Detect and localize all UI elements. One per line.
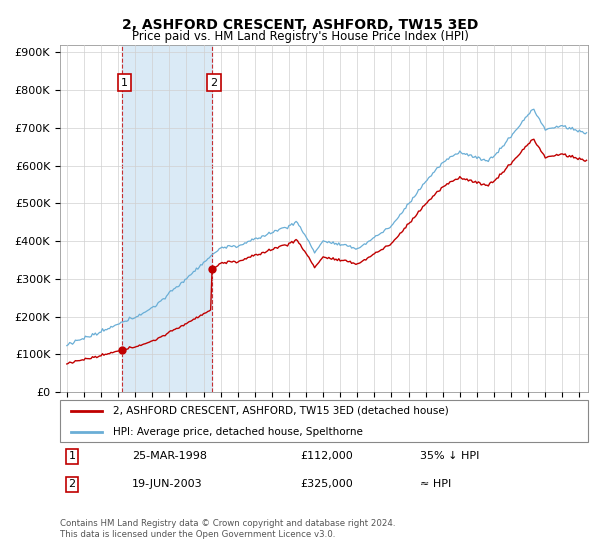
Text: 2, ASHFORD CRESCENT, ASHFORD, TW15 3ED: 2, ASHFORD CRESCENT, ASHFORD, TW15 3ED (122, 18, 478, 32)
Text: 35% ↓ HPI: 35% ↓ HPI (420, 451, 479, 461)
Text: 1: 1 (121, 77, 128, 87)
Text: 2: 2 (211, 77, 218, 87)
Text: HPI: Average price, detached house, Spelthorne: HPI: Average price, detached house, Spel… (113, 427, 362, 437)
Text: Price paid vs. HM Land Registry's House Price Index (HPI): Price paid vs. HM Land Registry's House … (131, 30, 469, 43)
Bar (122, 45, 212, 392)
Text: 25-MAR-1998: 25-MAR-1998 (132, 451, 207, 461)
Text: 2: 2 (68, 479, 76, 489)
Text: Contains HM Land Registry data © Crown copyright and database right 2024.
This d: Contains HM Land Registry data © Crown c… (60, 520, 395, 539)
Text: 19-JUN-2003: 19-JUN-2003 (132, 479, 203, 489)
Text: £325,000: £325,000 (300, 479, 353, 489)
Text: 2, ASHFORD CRESCENT, ASHFORD, TW15 3ED (detached house): 2, ASHFORD CRESCENT, ASHFORD, TW15 3ED (… (113, 406, 449, 416)
Text: ≈ HPI: ≈ HPI (420, 479, 451, 489)
Text: £112,000: £112,000 (300, 451, 353, 461)
Text: 1: 1 (68, 451, 76, 461)
